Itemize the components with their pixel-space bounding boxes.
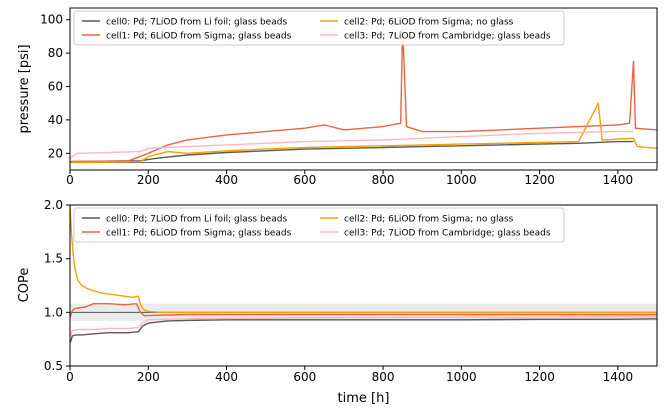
x-tick-label: 1200: [524, 370, 555, 384]
x-tick-label: 800: [372, 173, 395, 187]
legend-frame: [73, 207, 565, 243]
x-tick-label: 1400: [603, 370, 634, 384]
plot-frame: [69, 7, 658, 171]
series-line-1: [70, 27, 657, 163]
x-tick-label: 600: [293, 173, 316, 187]
plot-frame: [69, 204, 658, 367]
series-line-3: [70, 315, 657, 337]
legend-label-2: cell2: Pd; 6LiOD from Sigma; no glass: [344, 215, 514, 225]
y-tick-label: 2.0: [44, 198, 63, 212]
x-tick-label: 0: [66, 173, 74, 187]
y-tick-label: 40: [48, 113, 63, 127]
x-tick-label: 1400: [603, 173, 634, 187]
legend-frame: [73, 10, 565, 46]
x-tick-label: 1000: [446, 173, 477, 187]
x-tick-label: 0: [66, 370, 74, 384]
legend-label-0: cell0: Pd; 7LiOD from Li foil; glass bea…: [106, 215, 287, 225]
x-tick-label: 600: [293, 370, 316, 384]
legend-label-1: cell1: Pd; 6LiOD from Sigma; glass beads: [106, 229, 292, 239]
y-tick-label: 80: [48, 46, 63, 60]
y-tick-label: 0.5: [44, 359, 63, 373]
x-axis-label: time [h]: [338, 391, 390, 406]
legend-label-0: cell0: Pd; 7LiOD from Li foil; glass bea…: [106, 18, 287, 28]
y-axis-label: COPe: [17, 268, 32, 303]
x-tick-label: 1200: [524, 173, 555, 187]
series-line-2: [70, 102, 657, 164]
legend-label-2: cell2: Pd; 6LiOD from Sigma; no glass: [344, 18, 514, 28]
y-tick-label: 1.0: [44, 305, 63, 319]
series-line-1: [70, 303, 657, 318]
y-tick-label: 20: [48, 146, 63, 160]
legend-label-3: cell3: Pd; 7LiOD from Cambridge; glass b…: [344, 32, 551, 42]
x-tick-label: 200: [137, 370, 160, 384]
x-tick-label: 1000: [446, 370, 477, 384]
y-tick-label: 60: [48, 79, 63, 93]
chart-panel-1: 0 200 400 600 800 1000 1200 1400 0.5 1.0 1.5 2.0 COP…: [17, 198, 658, 406]
y-tick-label: 1.5: [44, 252, 63, 266]
series-line-3: [70, 130, 634, 159]
legend: cell0: Pd; 7LiOD from Li foil; glass bea…: [73, 10, 565, 46]
legend-label-1: cell1: Pd; 6LiOD from Sigma; glass beads: [106, 32, 292, 42]
x-tick-label: 200: [137, 173, 160, 187]
legend-label-3: cell3: Pd; 7LiOD from Cambridge; glass b…: [344, 229, 551, 239]
x-tick-label: 800: [372, 370, 395, 384]
x-tick-label: 400: [215, 370, 238, 384]
series-line-0: [70, 140, 634, 163]
series-line-0: [70, 318, 657, 343]
y-axis-label: pressure [psi]: [17, 44, 32, 133]
legend: cell0: Pd; 7LiOD from Li foil; glass bea…: [73, 207, 565, 243]
y-tick-label: 100: [40, 13, 63, 27]
series-line-2: [70, 205, 657, 313]
x-tick-label: 400: [215, 173, 238, 187]
chart-panel-0: 0 200 400 600 800 1000 1200 1400 20 40 60 80 100 pres…: [17, 7, 658, 187]
